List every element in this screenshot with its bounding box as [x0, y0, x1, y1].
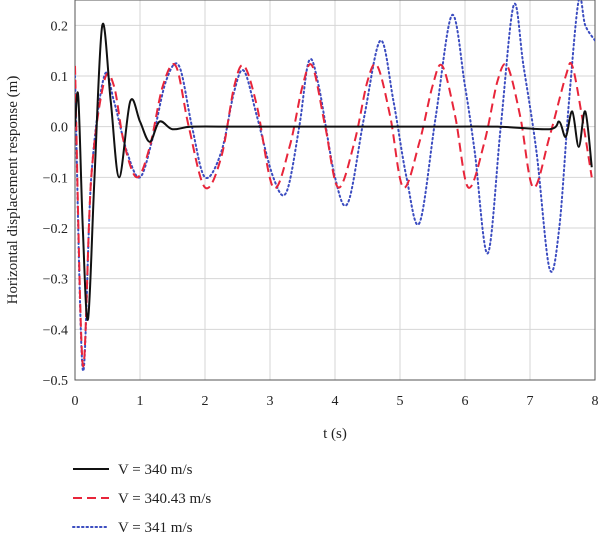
y-tick-label: −0.3 [43, 273, 68, 288]
y-tick-label: −0.1 [43, 171, 68, 186]
y-tick-label: 0.2 [51, 19, 69, 34]
x-tick-label: 0 [72, 394, 79, 409]
y-tick-label: −0.4 [43, 323, 68, 338]
plot-area-frame [74, 0, 596, 381]
x-tick-label: 3 [267, 394, 274, 409]
series-line-1 [75, 22, 593, 321]
series-lines [75, 0, 595, 373]
x-tick-label: 5 [397, 394, 404, 409]
y-tick-label: 0.0 [51, 121, 69, 136]
x-axis-label: t (s) [323, 426, 347, 442]
y-tick-label: 0.1 [51, 70, 69, 85]
x-tick-label: 6 [462, 394, 469, 409]
x-tick-label: 2 [202, 394, 209, 409]
x-tick-label: 7 [527, 394, 534, 409]
y-tick-label: −0.2 [43, 222, 68, 237]
x-tick-label: 1 [137, 394, 144, 409]
legend-label: V = 340 m/s [118, 462, 193, 478]
legend: V = 340 m/s V = 340.43 m/s V = 341 m/s [72, 462, 211, 536]
series-line-3 [75, 0, 595, 373]
y-axis-label: Horizontal displacement response (m) [5, 76, 21, 305]
y-tick-label: −0.5 [43, 374, 68, 389]
x-tick-label: 8 [592, 394, 599, 409]
x-tick-label: 4 [332, 394, 339, 409]
y-tick-labels: 0.2 0.1 0.0 −0.1 −0.2 −0.3 −0.4 −0.5 [43, 19, 68, 389]
legend-label: V = 340.43 m/s [118, 491, 211, 507]
x-tick-labels: 0 1 2 3 4 5 6 7 8 [72, 394, 599, 409]
legend-label: V = 341 m/s [118, 520, 193, 536]
